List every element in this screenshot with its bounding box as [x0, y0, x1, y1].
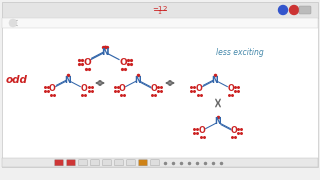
Bar: [2, 18, 318, 167]
FancyBboxPatch shape: [299, 6, 311, 14]
FancyBboxPatch shape: [115, 160, 123, 166]
Text: O: O: [119, 84, 125, 93]
Text: O: O: [49, 84, 56, 93]
Text: N: N: [215, 118, 221, 127]
Text: odd: odd: [6, 75, 28, 85]
FancyBboxPatch shape: [67, 160, 75, 166]
FancyBboxPatch shape: [79, 160, 87, 166]
Bar: [2, 2, 318, 18]
Text: N: N: [101, 48, 109, 57]
Text: O: O: [228, 84, 234, 93]
Text: $-12$: $-12$: [152, 3, 168, 12]
FancyBboxPatch shape: [103, 160, 111, 166]
Bar: [2, 18, 318, 28]
Text: N: N: [135, 75, 141, 84]
Text: $1$: $1$: [157, 8, 163, 16]
Text: O: O: [199, 126, 205, 135]
FancyBboxPatch shape: [127, 160, 135, 166]
Text: less exciting: less exciting: [216, 48, 264, 57]
FancyBboxPatch shape: [55, 160, 63, 166]
Circle shape: [290, 6, 299, 15]
Bar: [2, 158, 318, 167]
Text: O: O: [230, 126, 237, 135]
FancyBboxPatch shape: [91, 160, 99, 166]
FancyBboxPatch shape: [139, 160, 147, 166]
Text: O: O: [196, 84, 203, 93]
Text: O: O: [119, 57, 127, 66]
Text: O: O: [80, 84, 87, 93]
Text: O: O: [150, 84, 157, 93]
Text: O: O: [83, 57, 91, 66]
Text: N: N: [65, 75, 71, 84]
Text: N: N: [212, 75, 218, 84]
FancyBboxPatch shape: [151, 160, 159, 166]
Circle shape: [9, 19, 17, 27]
Circle shape: [278, 6, 287, 15]
